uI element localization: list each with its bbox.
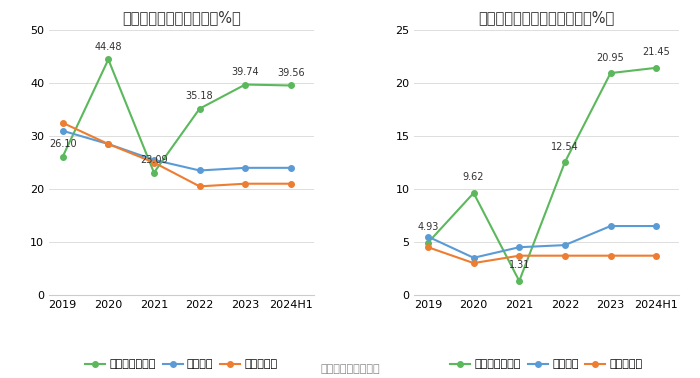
Legend: 公司资产负债率, 行业均值, 行业中位数: 公司资产负债率, 行业均值, 行业中位数 <box>80 355 282 374</box>
Text: 39.74: 39.74 <box>232 67 259 77</box>
Text: 数据来源：恒生聚源: 数据来源：恒生聚源 <box>320 364 380 374</box>
Text: 44.48: 44.48 <box>94 42 122 51</box>
Text: 12.54: 12.54 <box>551 141 579 152</box>
Text: 35.18: 35.18 <box>186 91 214 101</box>
Title: 近年来资产负债率情况（%）: 近年来资产负债率情况（%） <box>122 10 241 25</box>
Text: 21.45: 21.45 <box>643 47 670 57</box>
Text: 20.95: 20.95 <box>596 53 624 62</box>
Title: 近年来有息资产负债率情况（%）: 近年来有息资产负债率情况（%） <box>479 10 615 25</box>
Text: 4.93: 4.93 <box>417 222 439 232</box>
Text: 1.31: 1.31 <box>509 260 530 270</box>
Legend: 有息资产负债率, 行业均值, 行业中位数: 有息资产负债率, 行业均值, 行业中位数 <box>446 355 648 374</box>
Text: 9.62: 9.62 <box>463 172 484 183</box>
Text: 23.09: 23.09 <box>140 155 168 165</box>
Text: 26.10: 26.10 <box>49 139 76 149</box>
Text: 39.56: 39.56 <box>277 68 304 77</box>
